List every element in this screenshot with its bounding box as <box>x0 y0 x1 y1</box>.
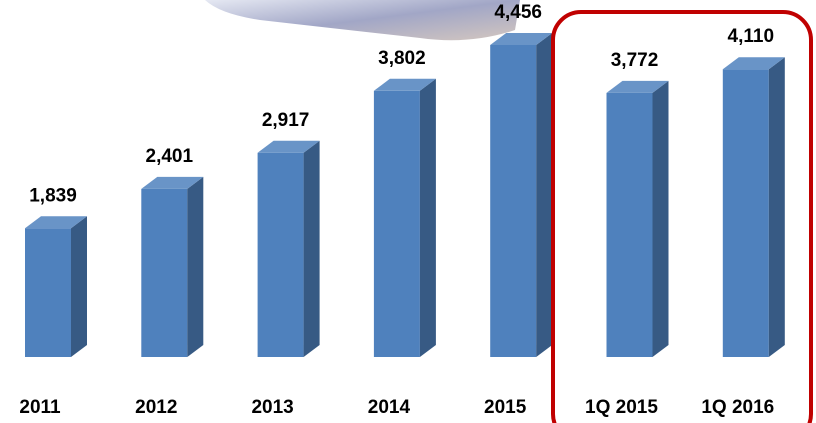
bar-side <box>768 57 785 358</box>
bar-top <box>490 33 553 45</box>
x-tick-label: 2011 <box>19 397 61 418</box>
bar <box>257 140 320 357</box>
bar-side <box>419 78 436 357</box>
bar-side <box>71 216 87 357</box>
bar-top <box>257 140 320 153</box>
bar <box>490 33 553 357</box>
bar-front <box>257 152 304 357</box>
plot: 1,839 2011 2,401 2012 2,917 2013 3,802 2014 4,45… <box>19 2 785 418</box>
bar-front <box>141 188 188 357</box>
bar-front <box>373 90 420 357</box>
bar-front <box>25 228 71 357</box>
bar-side <box>536 33 553 357</box>
bar <box>606 80 669 358</box>
bar <box>722 57 785 358</box>
x-tick-label: 1Q 2016 <box>701 397 774 418</box>
value-label: 4,456 <box>494 2 542 23</box>
bar-front <box>606 92 653 358</box>
bar-front <box>490 45 537 357</box>
decorative-image <box>205 0 520 41</box>
value-label: 2,917 <box>262 110 310 131</box>
bar-top <box>373 78 436 91</box>
bar-top <box>606 80 669 93</box>
bar <box>373 78 436 357</box>
x-tick-label: 2014 <box>368 397 411 418</box>
value-label: 1,839 <box>29 185 77 206</box>
x-tick-label: 1Q 2015 <box>585 397 658 418</box>
highlight-frame <box>551 10 813 423</box>
bar <box>25 216 87 357</box>
bar-top <box>141 176 204 189</box>
bar-side <box>303 140 320 357</box>
bar-top <box>722 57 785 70</box>
value-label: 3,802 <box>378 48 426 69</box>
bar-top <box>25 216 87 229</box>
bar-side <box>652 80 669 358</box>
x-tick-label: 2012 <box>135 397 177 418</box>
value-label: 3,772 <box>611 50 659 71</box>
x-tick-label: 2015 <box>484 397 527 418</box>
value-label: 4,110 <box>728 26 775 47</box>
x-tick-label: 2013 <box>251 397 293 418</box>
bar <box>141 176 204 357</box>
bar-front <box>722 69 769 358</box>
bar-side <box>187 176 204 357</box>
value-label: 2,401 <box>146 146 194 167</box>
